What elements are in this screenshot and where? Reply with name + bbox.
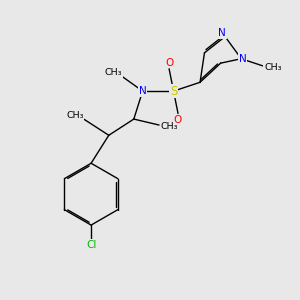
Text: CH₃: CH₃ [66, 111, 84, 120]
Text: O: O [174, 115, 182, 125]
Text: N: N [139, 86, 146, 96]
Text: O: O [165, 58, 173, 68]
Text: N: N [218, 28, 226, 38]
Text: Cl: Cl [86, 240, 96, 250]
Text: CH₃: CH₃ [264, 63, 281, 72]
Text: CH₃: CH₃ [104, 68, 122, 77]
Text: N: N [239, 54, 247, 64]
Text: CH₃: CH₃ [160, 122, 178, 131]
Text: S: S [170, 85, 177, 98]
